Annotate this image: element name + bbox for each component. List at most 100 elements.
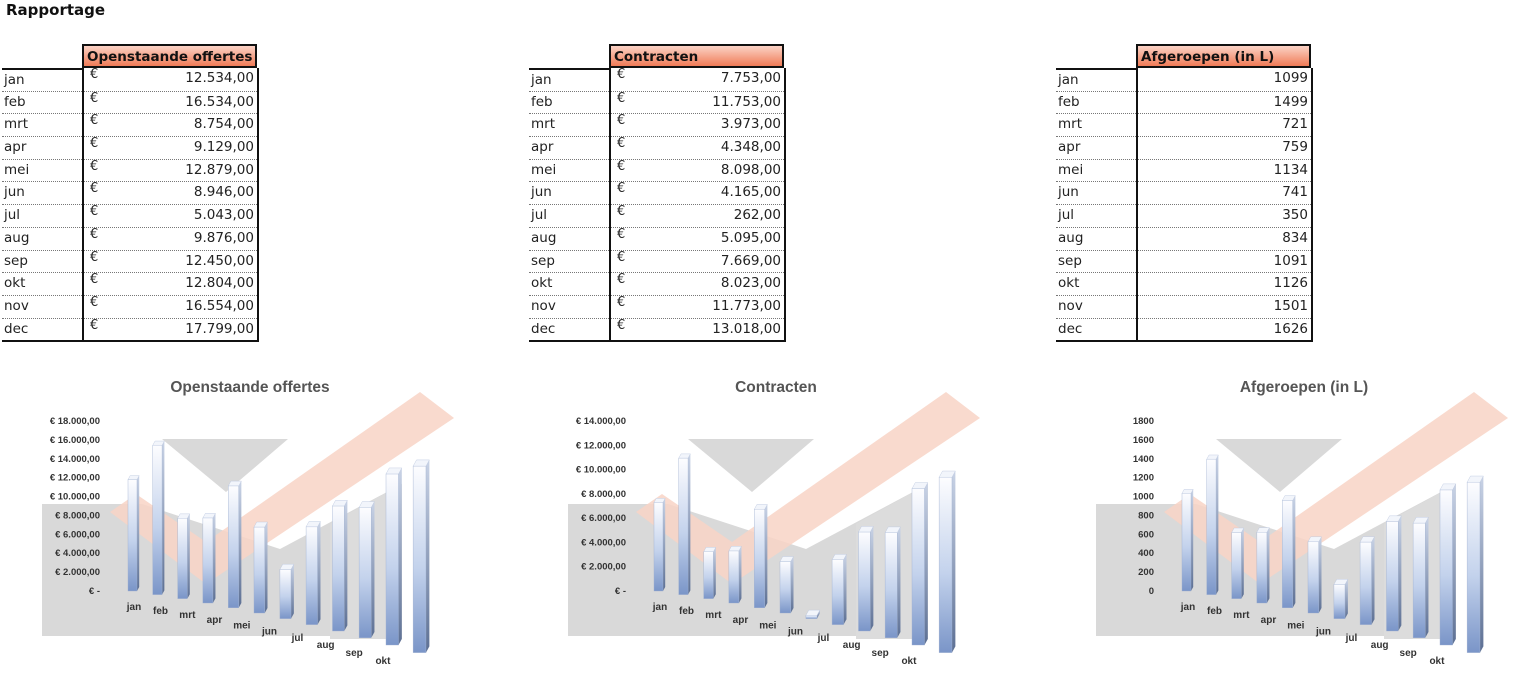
y-tick-label: 1600: [1133, 435, 1154, 446]
currency-symbol: €: [90, 113, 99, 129]
value-cell: €3.973,00: [611, 113, 784, 136]
x-tick-label: apr: [207, 615, 223, 626]
value-cell: €5.095,00: [611, 226, 784, 250]
value-text: 8.754,00: [193, 116, 254, 133]
x-tick-label: aug: [317, 640, 335, 651]
currency-symbol: €: [617, 90, 626, 106]
value-cell: €9.129,00: [84, 136, 257, 159]
month-cell: aug: [529, 226, 609, 250]
value-text: 1091: [1273, 252, 1308, 269]
x-tick-label: apr: [733, 615, 749, 626]
value-text: 834: [1282, 229, 1308, 246]
bar-jan: [653, 498, 666, 592]
y-tick-label: € -: [615, 586, 626, 597]
value-text: 350: [1282, 207, 1308, 224]
value-text: 1126: [1273, 275, 1308, 292]
y-tick-label: 1000: [1133, 492, 1154, 503]
currency-symbol: €: [617, 317, 626, 333]
value-text: 13.018,00: [712, 320, 781, 337]
month-cell: okt: [529, 272, 609, 295]
currency-symbol: €: [617, 158, 626, 174]
month-cell: feb: [2, 90, 82, 114]
month-cell: jun: [2, 181, 82, 204]
currency-symbol: €: [90, 181, 99, 197]
month-cell: jul: [2, 204, 82, 227]
month-cell: nov: [2, 294, 82, 318]
bar-dec: [412, 459, 430, 653]
month-cell: sep: [529, 249, 609, 273]
x-tick-label: jul: [291, 633, 304, 644]
table-header: Contracten: [609, 44, 784, 68]
x-tick-label: mrt: [179, 610, 196, 621]
table-afgeroepen: Afgeroepen (in L) jan feb mrt apr mei jun jul au…: [1056, 44, 1313, 343]
value-text: 1499: [1273, 93, 1308, 110]
value-text: 5.043,00: [193, 207, 254, 224]
value-cell: €17.799,00: [84, 317, 257, 341]
currency-symbol: €: [90, 204, 99, 220]
bar-sep: [332, 500, 348, 632]
currency-symbol: €: [617, 249, 626, 265]
chart-afgeroepen: Afgeroepen (in L) 0 200 400 600 800 1000 1200 14…: [1084, 364, 1524, 664]
value-text: 1099: [1273, 70, 1308, 86]
value-cell: €13.018,00: [611, 317, 784, 341]
y-tick-label: 600: [1138, 529, 1154, 540]
currency-symbol: €: [617, 294, 626, 310]
y-tick-label: € 8.000,00: [55, 510, 100, 521]
bar-nov: [911, 482, 929, 646]
value-text: 1134: [1273, 161, 1308, 178]
bar-jun: [253, 521, 268, 614]
currency-symbol: €: [90, 226, 99, 242]
bar-okt: [884, 526, 901, 639]
currency-symbol: €: [90, 136, 99, 152]
value-cell: 1099: [1138, 68, 1311, 91]
value-text: 8.946,00: [193, 184, 254, 201]
currency-symbol: €: [617, 226, 626, 242]
value-cell: €4.348,00: [611, 136, 784, 159]
currency-symbol: €: [90, 90, 99, 106]
bar-nov: [385, 467, 403, 646]
bar-nov: [1439, 483, 1457, 646]
value-cell: 759: [1138, 136, 1311, 159]
month-cell: aug: [1056, 226, 1136, 250]
checkmark-band: [110, 392, 454, 584]
bar-sep: [1386, 515, 1402, 632]
value-cell: 1499: [1138, 90, 1311, 114]
currency-symbol: €: [90, 317, 99, 333]
value-text: 12.879,00: [185, 161, 254, 178]
bar-dec: [938, 470, 956, 653]
bar-jul: [279, 564, 295, 619]
month-cell: sep: [2, 249, 82, 273]
value-cell: 1134: [1138, 158, 1311, 182]
bar-jun: [779, 556, 794, 614]
value-cell: €12.534,00: [84, 67, 257, 91]
value-text: 12.804,00: [185, 275, 254, 292]
month-cell: jan: [1056, 68, 1136, 91]
month-cell: mei: [529, 158, 609, 182]
y-tick-label: 1200: [1133, 473, 1154, 484]
value-text: 9.129,00: [193, 139, 254, 156]
value-cell: €16.534,00: [84, 90, 257, 114]
month-cell: okt: [2, 272, 82, 295]
value-text: 8.023,00: [720, 275, 781, 292]
x-tick-label: jun: [787, 627, 803, 638]
x-tick-label: jan: [1180, 602, 1195, 613]
month-cell: jul: [1056, 204, 1136, 227]
currency-symbol: €: [90, 294, 99, 310]
x-tick-label: feb: [1207, 606, 1222, 617]
x-tick-label: jun: [261, 627, 277, 638]
month-cell: mei: [2, 158, 82, 182]
month-cell: sep: [1056, 249, 1136, 273]
y-tick-label: € 4.000,00: [581, 537, 626, 548]
month-cell: apr: [1056, 136, 1136, 159]
chart-contracten: Contracten € - € 2.000,00 € 4.000,00 € 6.000…: [556, 364, 996, 664]
value-cell: €11.773,00: [611, 294, 784, 318]
bar-feb: [1206, 454, 1219, 595]
bar-jun: [1307, 536, 1322, 614]
value-cell: 1091: [1138, 249, 1311, 273]
y-tick-label: 1400: [1133, 454, 1154, 465]
y-tick-label: 1800: [1133, 416, 1154, 427]
currency-symbol: €: [617, 67, 626, 82]
value-cell: 1626: [1138, 317, 1311, 341]
month-cell: okt: [1056, 272, 1136, 295]
x-tick-label: feb: [679, 606, 694, 617]
